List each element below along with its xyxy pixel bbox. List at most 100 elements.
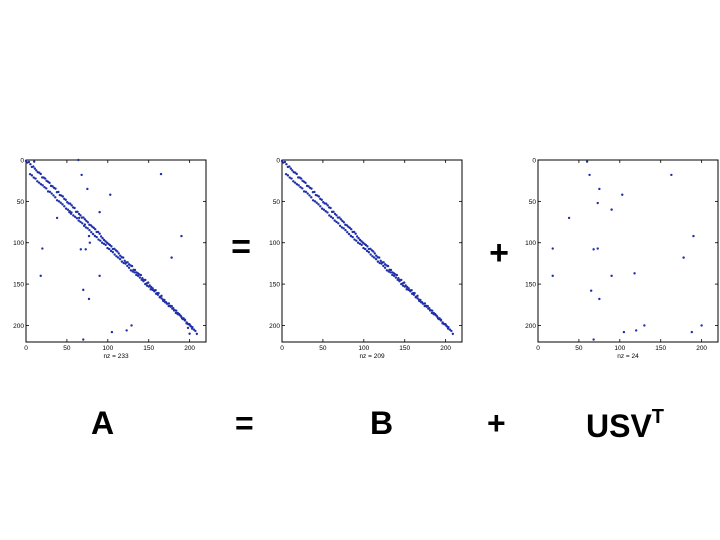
- nonzero-dot: [434, 313, 437, 317]
- nonzero-dot: [690, 330, 694, 334]
- nonzero-dot: [419, 301, 423, 304]
- nonzero-dot: [185, 321, 188, 324]
- nonzero-dot: [284, 172, 288, 176]
- nonzero-dot: [171, 307, 174, 310]
- nonzero-dot: [169, 305, 172, 308]
- nonzero-dot: [43, 177, 47, 180]
- nonzero-dot: [391, 273, 394, 277]
- nonzero-dot: [130, 324, 133, 327]
- nonzero-dot: [405, 288, 408, 291]
- nonzero-dot: [82, 338, 85, 341]
- nonzero-dot: [136, 274, 140, 278]
- nonzero-dot: [99, 239, 102, 242]
- nonzero-dot: [140, 278, 143, 282]
- nonzero-dot: [189, 324, 192, 327]
- nonzero-dot: [295, 183, 299, 186]
- nonzero-dot: [432, 312, 435, 316]
- nonzero-dot: [41, 184, 44, 187]
- nonzero-dot: [315, 201, 318, 204]
- nonzero-dot: [307, 185, 310, 188]
- nonzero-dot: [34, 177, 37, 180]
- nonzero-dot: [77, 158, 80, 162]
- nz-label: nz = 233: [103, 353, 129, 360]
- nonzero-dot: [133, 268, 137, 272]
- nonzero-dot: [592, 248, 595, 251]
- nonzero-dot: [32, 160, 36, 163]
- nonzero-dot: [386, 264, 390, 268]
- nonzero-dot: [142, 280, 145, 283]
- nonzero-dot: [589, 289, 593, 292]
- nonzero-dot: [297, 184, 300, 187]
- plot-usv-svg: 0 50 100 150 200 0 50 100 150 200 nz = 24: [525, 158, 719, 360]
- nonzero-dot: [450, 329, 453, 333]
- nonzero-dot: [89, 224, 93, 227]
- nonzero-dot: [87, 297, 91, 301]
- nonzero-dot: [97, 238, 100, 241]
- nonzero-dot: [86, 227, 89, 230]
- nonzero-dot: [353, 238, 356, 241]
- y-tick-label: 200: [269, 323, 280, 330]
- x-tick-label: 0: [536, 345, 540, 352]
- nonzero-dot: [387, 270, 390, 273]
- y-tick-label: 50: [273, 199, 281, 206]
- y-tick-label: 200: [525, 323, 536, 330]
- nonzero-dot: [144, 278, 147, 282]
- nonzero-dot: [98, 232, 101, 235]
- nonzero-dot: [73, 206, 76, 210]
- nonzero-dot: [194, 329, 197, 333]
- nonzero-dot: [130, 264, 134, 268]
- nonzero-dot: [407, 288, 410, 292]
- nonzero-dot: [174, 311, 178, 315]
- nonzero-dot: [176, 312, 179, 316]
- nonzero-dot: [68, 202, 72, 205]
- nonzero-dot: [125, 329, 128, 332]
- nonzero-dot: [398, 280, 401, 283]
- nonzero-dot: [410, 292, 414, 295]
- nonzero-dot: [280, 159, 284, 163]
- nonzero-dot: [622, 330, 626, 334]
- nonzero-dot: [190, 327, 194, 330]
- nonzero-dot: [80, 173, 83, 177]
- nonzero-dot: [111, 251, 115, 254]
- nonzero-dot: [401, 284, 405, 287]
- nonzero-dot: [369, 253, 372, 256]
- nonzero-dot: [187, 323, 190, 326]
- nonzero-dot: [48, 181, 51, 185]
- nonzero-dot: [124, 262, 127, 265]
- nonzero-dot: [360, 243, 363, 247]
- nonzero-dot: [73, 215, 77, 218]
- nonzero-dot: [291, 169, 294, 172]
- nonzero-dot: [82, 288, 85, 292]
- nonzero-dot: [322, 208, 326, 211]
- nonzero-dot: [311, 199, 315, 202]
- nonzero-dot: [61, 195, 65, 198]
- nonzero-dot: [45, 187, 48, 190]
- nonzero-dot: [99, 235, 103, 238]
- nonzero-dot: [118, 257, 122, 261]
- nonzero-dot: [372, 250, 375, 253]
- nonzero-dot: [339, 218, 343, 221]
- nonzero-dot: [135, 273, 138, 277]
- nonzero-dot: [331, 217, 335, 220]
- nonzero-dot: [588, 173, 591, 177]
- nonzero-dot: [358, 242, 362, 245]
- nonzero-dot: [304, 181, 307, 185]
- nonzero-dot: [36, 180, 39, 183]
- nonzero-dot: [610, 274, 613, 278]
- nonzero-dot: [64, 207, 68, 210]
- nonzero-dot: [144, 282, 147, 286]
- y-tick-label: 150: [269, 282, 280, 289]
- plot-a: 0 50 100 150 200 0 50 100 150 200 nz = 233: [13, 155, 214, 360]
- nonzero-dot: [378, 256, 381, 259]
- nonzero-dot: [79, 220, 82, 224]
- nonzero-dot: [138, 276, 142, 279]
- x-tick-label: 50: [575, 345, 583, 352]
- nonzero-dot: [396, 278, 399, 282]
- y-tick-label: 0: [276, 158, 280, 165]
- y-tick-label: 150: [525, 282, 536, 289]
- nonzero-dot: [76, 210, 79, 213]
- nonzero-dot: [692, 234, 695, 238]
- nonzero-dot: [324, 210, 327, 213]
- nz-label: nz = 209: [359, 353, 385, 360]
- nonzero-dot: [24, 159, 28, 163]
